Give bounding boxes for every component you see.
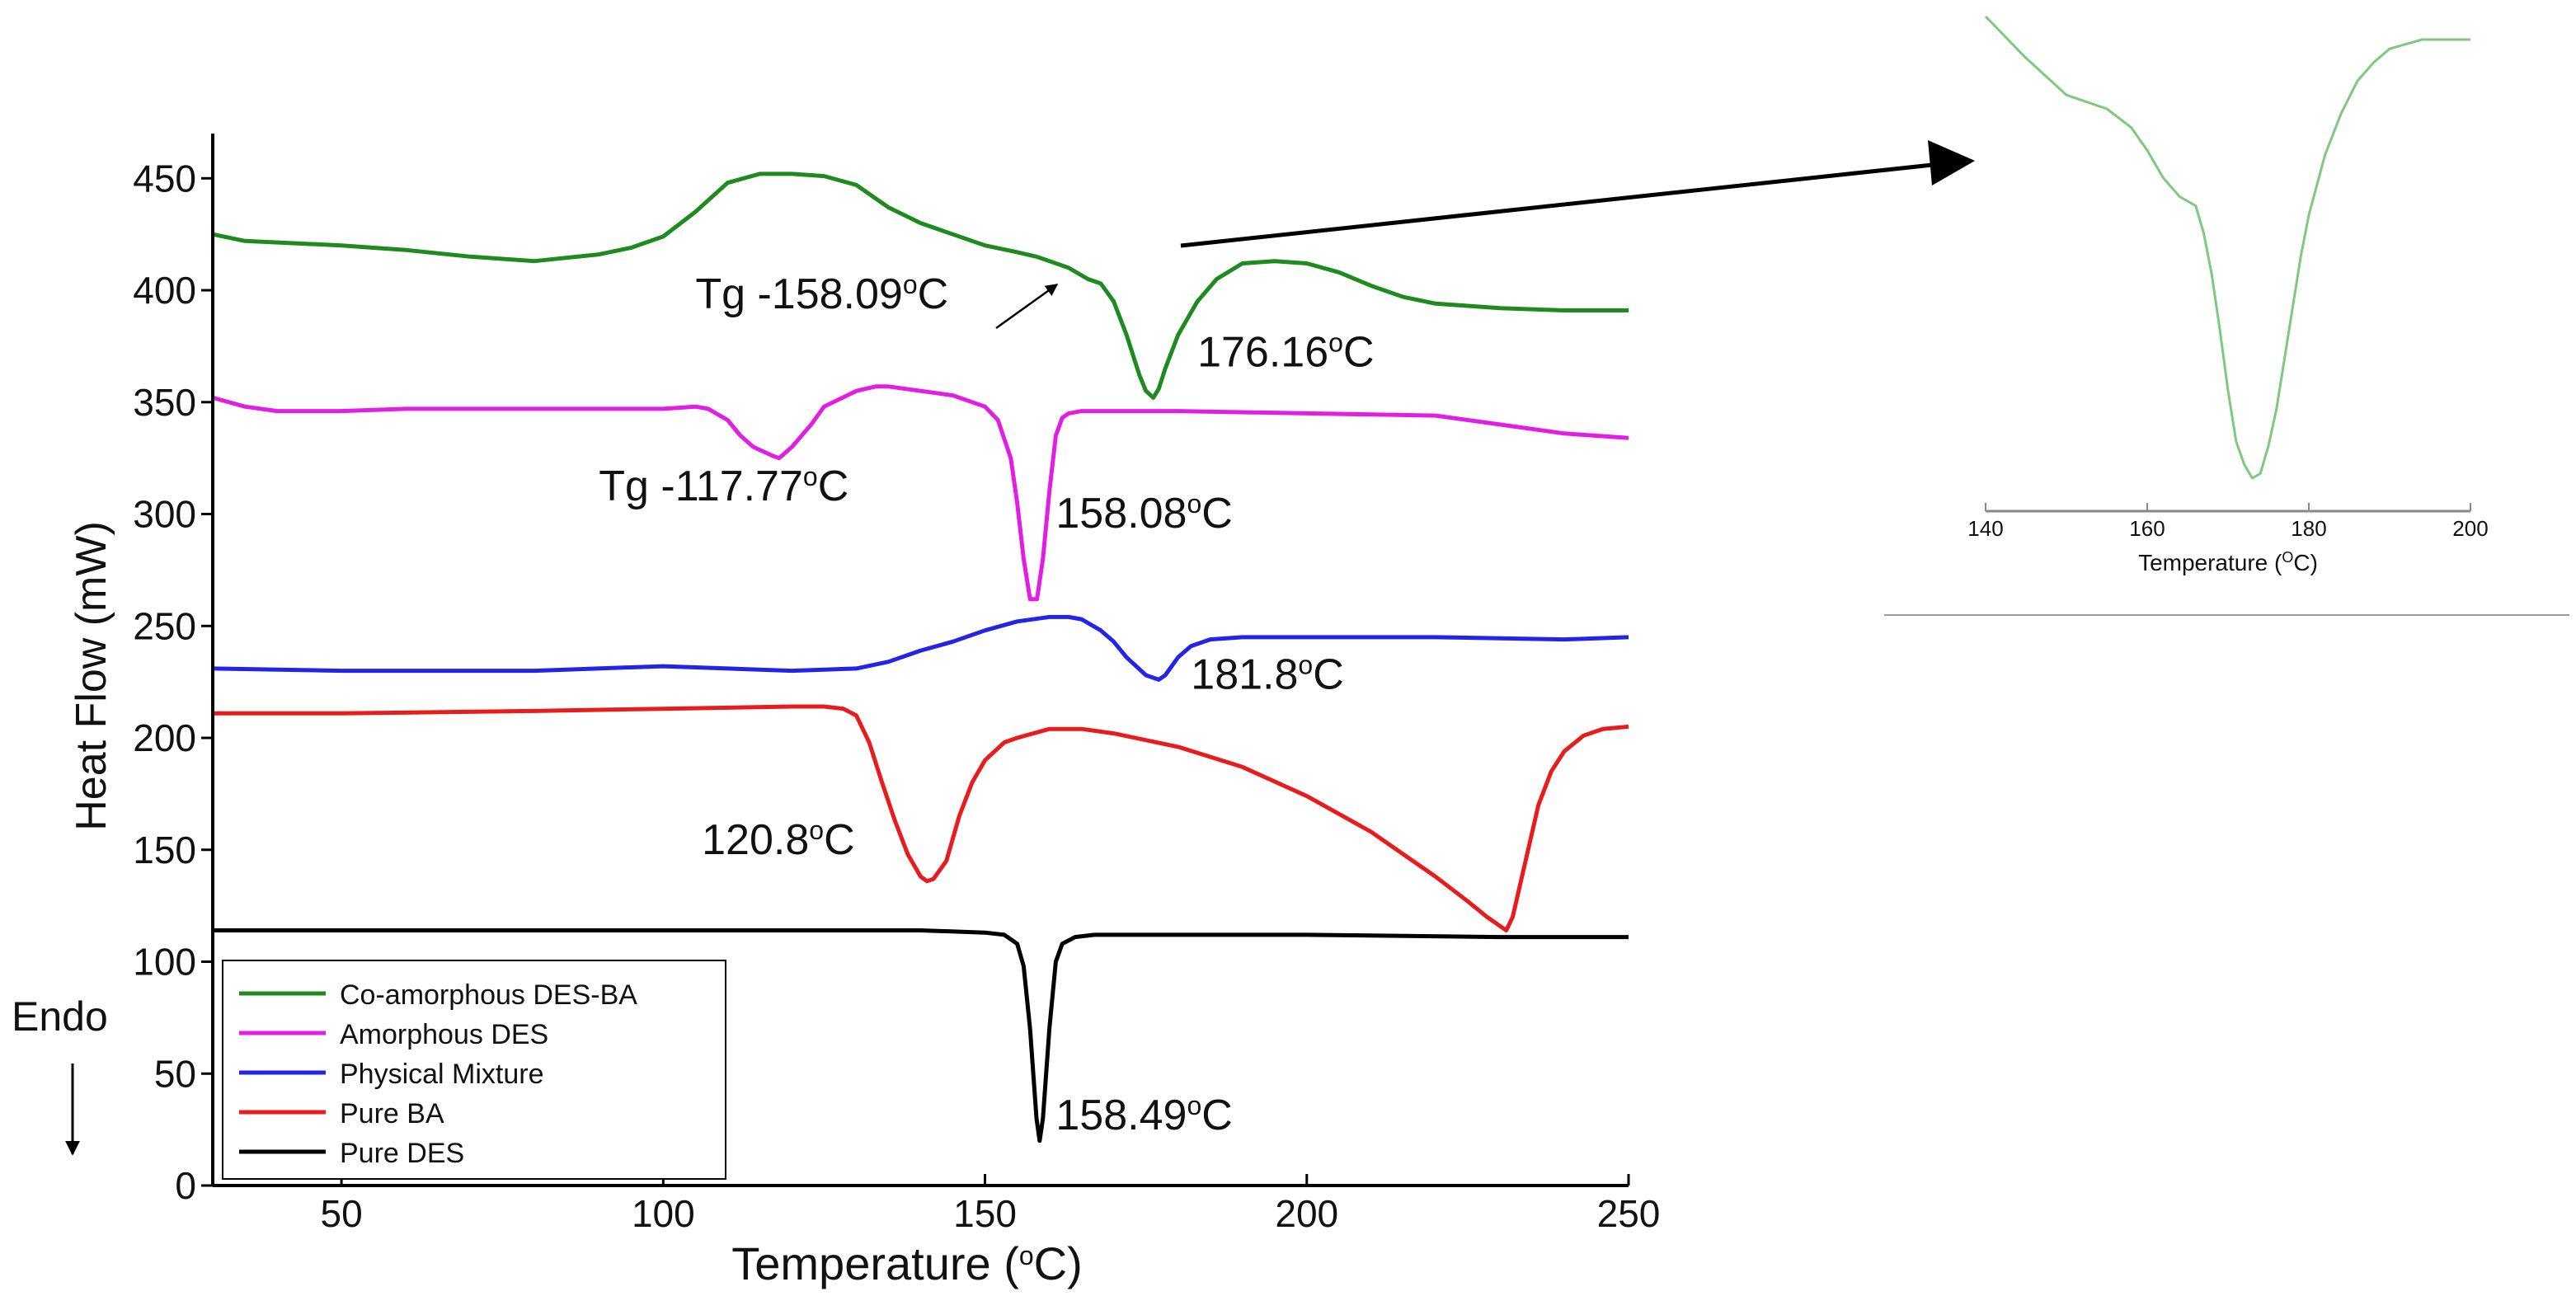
main-series-group [212,171,1629,1143]
series-line-pure-des [213,928,1629,1143]
x-tick-group: 50 100 150 200 250 [321,1174,1661,1235]
y-tick-group: 0 50 100 150 200 250 300 350 400 450 [133,157,213,1207]
x-tick-label: 100 [632,1192,695,1235]
x-tick-label: 200 [1275,1192,1338,1235]
peak-annotation: Tg -158.09oC [695,270,948,318]
peak-annotation: 120.8oC [702,815,855,864]
y-tick-label: 200 [133,716,196,759]
legend-label: Physical Mixture [340,1059,544,1090]
zoom-arrow [1180,158,1972,248]
peak-annotation: 181.8oC [1191,650,1344,698]
endo-label: Endo [12,993,108,1040]
tg-annotation-arrow [995,283,1059,330]
legend-label: Pure BA [340,1098,444,1129]
series-line-physical-mixture [212,614,1629,682]
legend-box [222,960,726,1180]
inset-series-line [1984,15,2470,480]
peak-annotation: 158.49oC [1055,1091,1232,1139]
peak-annotation: Tg -117.77oC [599,462,848,510]
series-line-pure-ba [213,704,1629,932]
inset-x-axis-label: Temperature (OC) [2138,549,2318,575]
y-tick-label: 150 [133,829,196,871]
y-axis-label: Heat Flow (mW) [68,521,115,831]
y-tick-label: 100 [133,941,196,984]
inset-tick-group: 140 160 180 200 [1967,503,2489,541]
y-tick-label: 50 [154,1052,196,1095]
peak-annotation-group: Tg -158.09oC 176.16oC Tg -117.77oC 158.08oC… [599,270,1374,1139]
legend-label: Pure DES [340,1138,464,1169]
inset-x-tick-label: 200 [2452,516,2488,541]
inset-x-tick-label: 140 [1967,516,2003,541]
zoom-arrowhead [1928,140,1975,185]
y-tick-label: 450 [133,157,196,200]
series-line-amorphous-des [212,384,1629,602]
x-tick-label: 250 [1597,1192,1661,1235]
legend-label: Co-amorphous DES-BA [340,979,637,1011]
inset-x-tick-label: 160 [2129,516,2165,541]
peak-annotation: 176.16oC [1197,327,1374,376]
series-line-co-amorphous-des-ba [212,171,1629,400]
y-tick-label: 250 [133,604,196,647]
x-tick-label: 50 [321,1192,363,1235]
peak-annotation: 158.08oC [1055,489,1232,538]
main-dsc-chart: 0 50 100 150 200 250 300 350 400 450 50 100 150 200 2… [12,134,1660,1289]
inset-zoom-chart: 140 160 180 200 Temperature (OC) [1884,15,2569,616]
x-tick-label: 150 [953,1192,1017,1235]
y-tick-label: 400 [133,269,196,312]
y-tick-label: 300 [133,493,196,536]
inset-x-tick-label: 180 [2291,516,2326,541]
y-tick-label: 0 [175,1164,196,1207]
legend-label: Amorphous DES [340,1019,548,1050]
y-tick-label: 350 [133,381,196,424]
inset-series-group [1984,15,2470,480]
legend: Co-amorphous DES-BA Amorphous DES Physical… [222,960,726,1180]
x-axis-label: Temperature (oC) [731,1237,1082,1289]
